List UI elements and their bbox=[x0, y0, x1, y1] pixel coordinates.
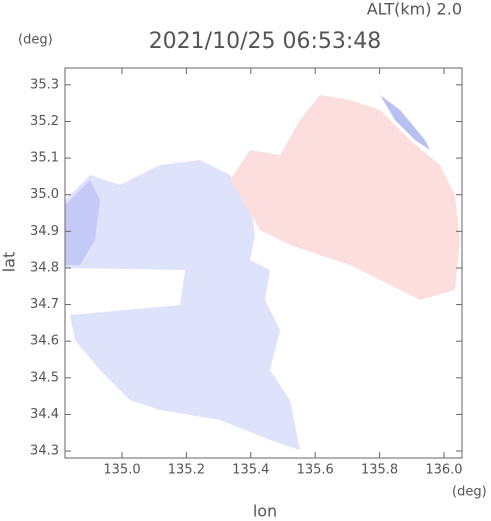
x-tick-label: 135.8 bbox=[361, 463, 398, 478]
y-tick-label: 34.9 bbox=[30, 224, 59, 239]
y-tick-label: 34.3 bbox=[30, 444, 59, 459]
x-unit: (deg) bbox=[452, 485, 487, 500]
y-axis-label: lat bbox=[0, 252, 19, 273]
x-tick-label: 135.4 bbox=[232, 463, 269, 478]
y-tick-label: 35.2 bbox=[30, 114, 59, 129]
y-tick-label: 34.7 bbox=[30, 297, 59, 312]
receding-edge bbox=[380, 95, 430, 150]
receding-area bbox=[230, 95, 460, 300]
y-tick-label: 35.3 bbox=[30, 77, 59, 92]
y-tick-label: 34.8 bbox=[30, 260, 59, 275]
y-tick-label: 34.5 bbox=[30, 370, 59, 385]
approaching-area bbox=[65, 160, 300, 450]
altitude-label: ALT(km) 2.0 bbox=[367, 0, 462, 19]
radar-field bbox=[65, 95, 460, 450]
y-unit: (deg) bbox=[18, 33, 53, 48]
x-tick-label: 136.0 bbox=[425, 463, 462, 478]
y-tick-label: 34.4 bbox=[30, 407, 59, 422]
x-tick-label: 135.2 bbox=[168, 463, 205, 478]
chart-title: 2021/10/25 06:53:48 bbox=[149, 29, 382, 54]
y-tick-label: 35.1 bbox=[30, 151, 59, 166]
x-tick-label: 135.0 bbox=[103, 463, 140, 478]
x-axis-label: lon bbox=[253, 502, 277, 521]
y-tick-label: 35.0 bbox=[30, 187, 59, 202]
x-tick-label: 135.6 bbox=[297, 463, 334, 478]
y-tick-label: 34.6 bbox=[30, 334, 59, 349]
approaching-core bbox=[65, 180, 100, 265]
plot-frame bbox=[64, 67, 463, 459]
